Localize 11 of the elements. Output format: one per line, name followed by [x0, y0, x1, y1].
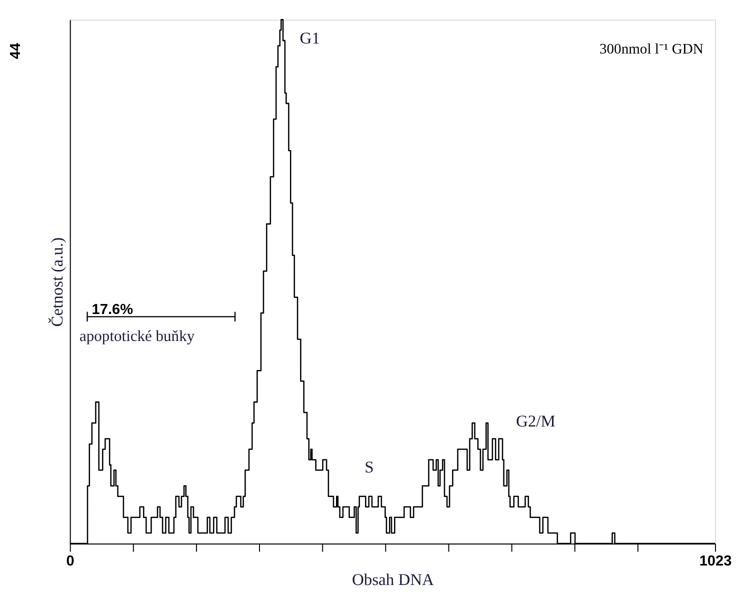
- x-axis-title: Obsah DNA: [352, 570, 434, 589]
- annotation: 17.6%: [92, 302, 134, 318]
- annotation: apoptotické buňky: [80, 328, 195, 345]
- annotation: G1: [300, 28, 320, 48]
- annotation: 300nmol l⁻¹ GDN: [600, 41, 704, 58]
- x-tick-label: 1023: [699, 553, 732, 570]
- x-tick-label: 0: [66, 553, 74, 570]
- text: 44: [8, 42, 24, 60]
- annotation: G2/M: [516, 411, 556, 430]
- annotation: S: [364, 457, 374, 476]
- y-axis-title: Četnost (a.u.): [48, 237, 67, 327]
